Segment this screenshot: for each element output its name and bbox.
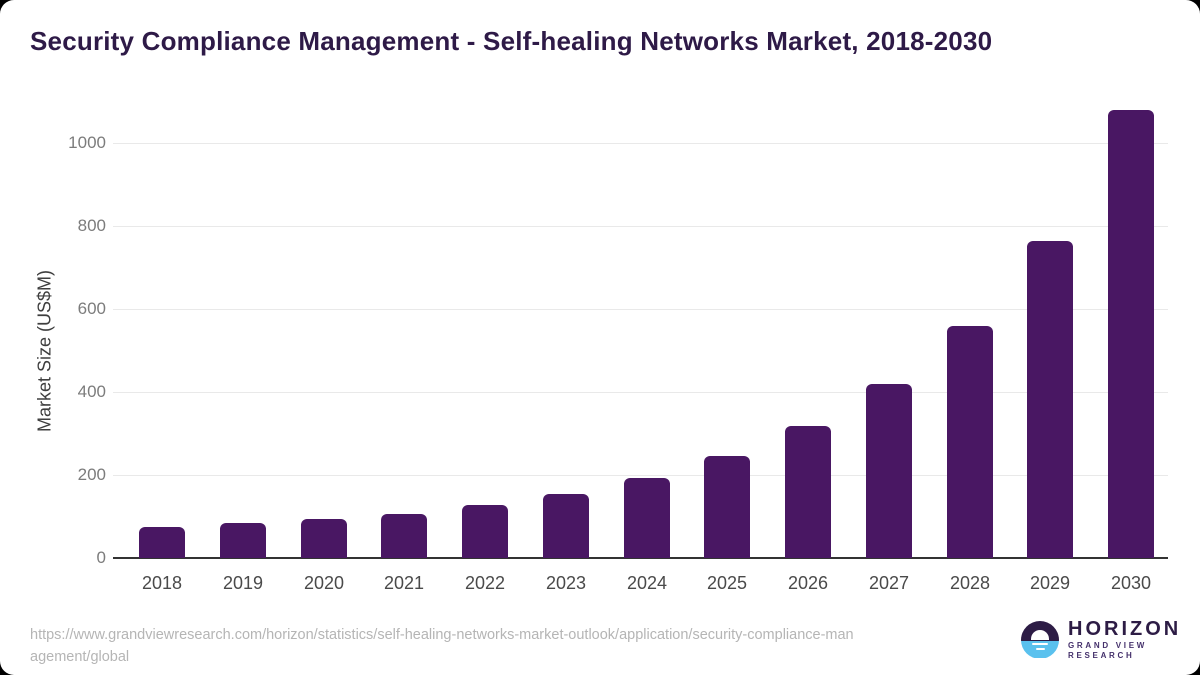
bar-2028[interactable] <box>947 326 993 558</box>
x-tick-label-2025: 2025 <box>706 573 748 593</box>
bar-2026[interactable] <box>785 426 831 558</box>
gridline-200 <box>113 475 1168 476</box>
x-tick-label-2023: 2023 <box>545 573 587 593</box>
logo-brand-text: HORIZON <box>1068 618 1182 640</box>
gridline-400 <box>113 392 1168 393</box>
bar-2030[interactable] <box>1108 110 1154 558</box>
y-tick-label-600: 600 <box>77 299 106 318</box>
source-url-line2: agement/global <box>30 649 130 665</box>
x-axis-line <box>113 557 1168 559</box>
bar-2022[interactable] <box>462 505 508 558</box>
y-tick-label-400: 400 <box>77 382 106 401</box>
x-tick-label-2018: 2018 <box>141 573 183 593</box>
y-axis-title: Market Size (US$M) <box>34 269 55 433</box>
gridline-1000 <box>113 143 1168 144</box>
x-tick-label-2021: 2021 <box>383 573 425 593</box>
y-tick-label-1000: 1000 <box>68 133 106 152</box>
x-tick-label-2019: 2019 <box>222 573 264 593</box>
bar-2027[interactable] <box>866 384 912 558</box>
bar-2025[interactable] <box>704 456 750 558</box>
sunrise-icon <box>1031 629 1049 640</box>
x-tick-label-2028: 2028 <box>949 573 991 593</box>
bar-2029[interactable] <box>1027 241 1073 558</box>
x-tick-label-2024: 2024 <box>626 573 668 593</box>
y-tick-label-0: 0 <box>96 548 106 567</box>
horizon-logo: HORIZON GRAND VIEW RESEARCH <box>1021 618 1200 661</box>
chart-title: Security Compliance Management - Self-he… <box>30 26 993 56</box>
bar-2020[interactable] <box>301 519 347 558</box>
source-url: https://www.grandviewresearch.com/horizo… <box>30 624 960 668</box>
y-tick-label-200: 200 <box>77 465 106 484</box>
bar-2018[interactable] <box>139 527 185 558</box>
bar-2023[interactable] <box>543 494 589 558</box>
gridline-800 <box>113 226 1168 227</box>
gridline-600 <box>113 309 1168 310</box>
logo-subtitle-text: GRAND VIEW RESEARCH <box>1068 641 1147 660</box>
x-tick-label-2022: 2022 <box>464 573 506 593</box>
bar-2019[interactable] <box>220 523 266 558</box>
x-tick-label-2030: 2030 <box>1110 573 1152 593</box>
x-tick-label-2029: 2029 <box>1029 573 1071 593</box>
x-tick-label-2026: 2026 <box>787 573 829 593</box>
bar-2024[interactable] <box>624 478 670 558</box>
y-tick-label-800: 800 <box>77 216 106 235</box>
source-url-line1: https://www.grandviewresearch.com/horizo… <box>30 627 854 643</box>
x-tick-label-2027: 2027 <box>868 573 910 593</box>
horizon-logo-icon <box>1021 620 1059 659</box>
x-tick-label-2020: 2020 <box>303 573 345 593</box>
bar-2021[interactable] <box>381 514 427 558</box>
